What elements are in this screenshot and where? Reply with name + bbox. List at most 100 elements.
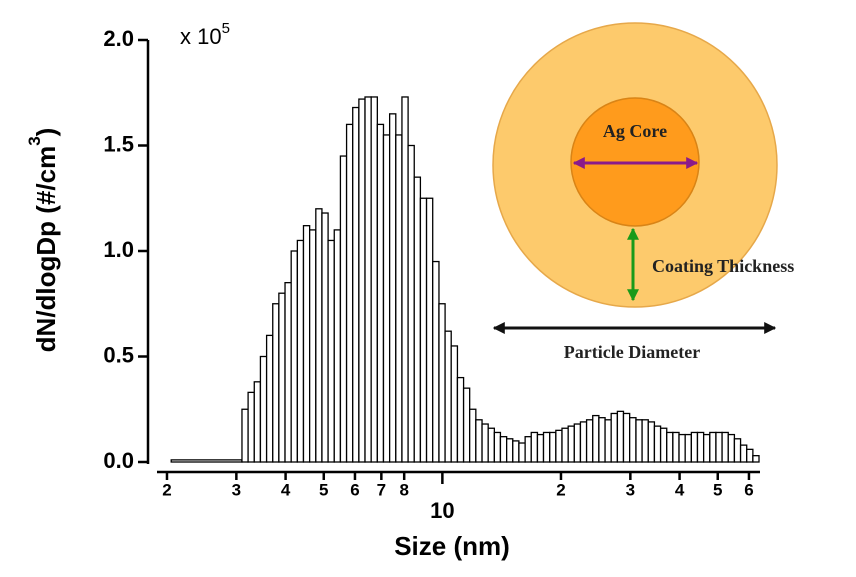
bar bbox=[593, 416, 599, 462]
bar bbox=[171, 460, 242, 462]
x-axis-title: Size (nm) bbox=[394, 531, 510, 561]
bar bbox=[457, 378, 463, 462]
bar bbox=[248, 392, 254, 462]
bar bbox=[679, 435, 685, 462]
bar bbox=[371, 97, 377, 462]
bar bbox=[648, 422, 654, 462]
bar bbox=[334, 230, 340, 462]
bar bbox=[734, 439, 740, 462]
bar bbox=[507, 439, 513, 462]
bar bbox=[402, 97, 408, 462]
bar bbox=[519, 443, 525, 462]
bar bbox=[654, 426, 660, 462]
y-title-main: dN/dlogDp (#/cm bbox=[31, 146, 61, 353]
bar bbox=[574, 424, 580, 462]
bar bbox=[642, 420, 648, 462]
bar bbox=[396, 135, 402, 462]
x-tick-label: 2 bbox=[556, 480, 565, 499]
bar bbox=[390, 114, 396, 462]
core-label: Ag Core bbox=[603, 121, 667, 141]
bar bbox=[587, 420, 593, 462]
bar bbox=[728, 435, 734, 462]
y-tick-label: 1.0 bbox=[103, 237, 134, 262]
bar bbox=[550, 432, 556, 462]
bar bbox=[623, 413, 629, 462]
bar bbox=[427, 198, 433, 462]
inset-diagram: Ag Core Coating Thickness Particle Diame… bbox=[493, 23, 794, 362]
x-tick-label: 5 bbox=[319, 480, 328, 499]
bar bbox=[710, 432, 716, 462]
bar bbox=[488, 428, 494, 462]
bar bbox=[273, 304, 279, 462]
bar bbox=[476, 420, 482, 462]
bar bbox=[636, 420, 642, 462]
bar bbox=[310, 230, 316, 462]
bar bbox=[291, 251, 297, 462]
bar bbox=[377, 124, 383, 462]
bar bbox=[353, 108, 359, 462]
x-tick-label: 3 bbox=[232, 480, 241, 499]
bar bbox=[661, 428, 667, 462]
bar bbox=[433, 262, 439, 462]
bar bbox=[562, 428, 568, 462]
bar bbox=[500, 437, 506, 462]
chart: x 105 Size (nm) dN/dlogDp (#/cm3) Ag Cor… bbox=[0, 0, 856, 572]
bar bbox=[359, 99, 365, 462]
x-tick-label: 3 bbox=[626, 480, 635, 499]
bar bbox=[267, 335, 273, 462]
bar bbox=[568, 426, 574, 462]
bar bbox=[279, 293, 285, 462]
x-tick-label: 6 bbox=[744, 480, 753, 499]
bar bbox=[451, 346, 457, 462]
y-tick-label: 1.5 bbox=[103, 131, 134, 156]
coating-label: Coating Thickness bbox=[652, 256, 794, 276]
bar bbox=[611, 413, 617, 462]
x-tick-label: 7 bbox=[377, 480, 386, 499]
bar bbox=[544, 432, 550, 462]
bar bbox=[316, 209, 322, 462]
bar bbox=[537, 435, 543, 462]
bar bbox=[414, 177, 420, 462]
bar bbox=[747, 449, 753, 462]
bar bbox=[722, 432, 728, 462]
bar bbox=[691, 432, 697, 462]
bar bbox=[513, 441, 519, 462]
bar bbox=[340, 156, 346, 462]
bar bbox=[599, 418, 605, 462]
y-axis-title: dN/dlogDp (#/cm3) bbox=[25, 128, 60, 353]
bar bbox=[667, 432, 673, 462]
bar bbox=[556, 430, 562, 462]
bar bbox=[322, 213, 328, 462]
y-tick-label: 2.0 bbox=[103, 26, 134, 51]
bar bbox=[685, 435, 691, 462]
bar bbox=[697, 432, 703, 462]
bar bbox=[525, 437, 531, 462]
bar bbox=[420, 198, 426, 462]
bar bbox=[470, 409, 476, 462]
bar bbox=[439, 304, 445, 462]
bar bbox=[347, 124, 353, 462]
bar bbox=[445, 331, 451, 462]
bar bbox=[303, 226, 309, 462]
diameter-label: Particle Diameter bbox=[564, 342, 700, 362]
bar bbox=[673, 432, 679, 462]
bar bbox=[753, 456, 759, 462]
y-multiplier: x 105 bbox=[180, 20, 230, 49]
x-tick-label: 8 bbox=[399, 480, 408, 499]
bar bbox=[260, 357, 266, 463]
bar bbox=[383, 135, 389, 462]
x-tick-label: 2 bbox=[162, 480, 171, 499]
bar bbox=[328, 240, 334, 462]
bar bbox=[285, 283, 291, 462]
bar bbox=[408, 146, 414, 463]
bar bbox=[741, 445, 747, 462]
bar bbox=[531, 432, 537, 462]
y-title-superscript: 3 bbox=[25, 136, 44, 145]
y-title-end: ) bbox=[31, 128, 61, 137]
x-tick-label: 4 bbox=[675, 480, 685, 499]
bar bbox=[297, 240, 303, 462]
x-tick-label: 4 bbox=[281, 480, 291, 499]
y-multiplier-exponent: 5 bbox=[222, 20, 230, 37]
bar bbox=[254, 382, 260, 462]
bar bbox=[630, 418, 636, 462]
